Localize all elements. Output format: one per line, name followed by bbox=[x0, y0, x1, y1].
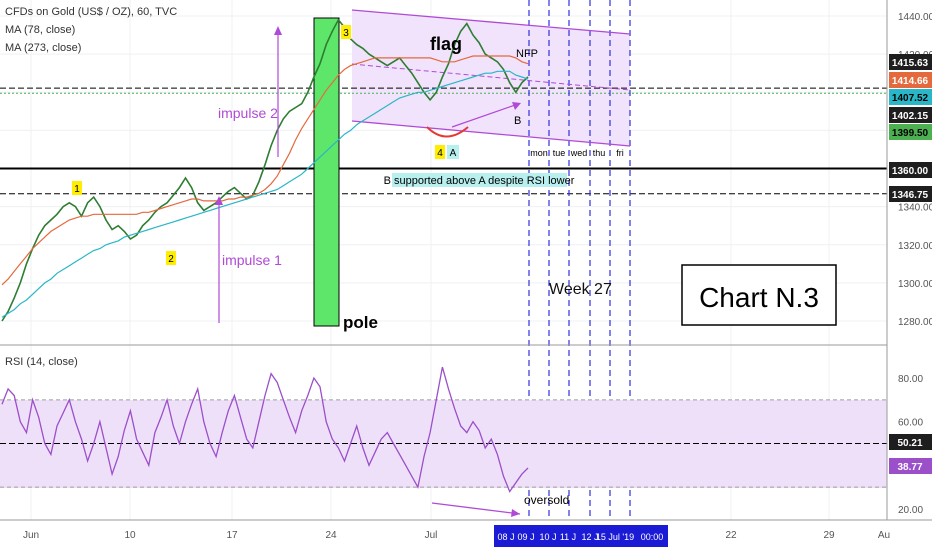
point-a-label: A bbox=[450, 148, 457, 159]
wave-badge bbox=[341, 25, 351, 39]
wave-label: 1 bbox=[74, 184, 80, 195]
price-label-box bbox=[889, 54, 932, 70]
wave-label: 4 bbox=[437, 148, 443, 159]
nfp-label: NFP bbox=[516, 48, 538, 60]
chart-name-label: Chart N.3 bbox=[699, 282, 819, 313]
day-label: wed bbox=[570, 148, 588, 158]
time-axis-label: 15 Jul '19 bbox=[596, 532, 634, 542]
y-tick-label: 1280.00 bbox=[898, 317, 932, 328]
rsi-series bbox=[1, 366, 529, 493]
a-b-arrowhead bbox=[512, 102, 521, 110]
rsi-label-text: 50.21 bbox=[897, 438, 922, 449]
impulse1-label: impulse 1 bbox=[222, 252, 282, 268]
pole-rect bbox=[313, 17, 340, 327]
a-b-arrow bbox=[451, 103, 519, 128]
rsi-y-tick-label: 20.00 bbox=[898, 505, 923, 516]
price-label-text: 1346.75 bbox=[892, 190, 929, 201]
week-label: Week 27 bbox=[549, 281, 612, 298]
price-series bbox=[1, 18, 529, 322]
rsi-legend: RSI (14, close) bbox=[5, 356, 78, 368]
day-label: mon bbox=[530, 148, 548, 158]
time-axis-label: 09 J bbox=[517, 532, 534, 542]
ma273-series bbox=[1, 70, 529, 318]
impulse1-arrowhead bbox=[215, 196, 223, 205]
ma78-legend: MA (78, close) bbox=[5, 24, 76, 36]
price-label-box bbox=[889, 186, 932, 202]
price-label-text: 1415.63 bbox=[892, 58, 929, 69]
rsi-label-box bbox=[889, 434, 932, 450]
ma273-legend: MA (273, close) bbox=[5, 42, 82, 54]
price-label-box bbox=[889, 162, 932, 178]
oversold-label: oversold bbox=[524, 493, 569, 507]
rsi-y-tick-label: 80.00 bbox=[898, 374, 923, 385]
pole-label: pole bbox=[343, 313, 378, 332]
time-axis-label: 11 J bbox=[560, 532, 576, 542]
x-tick-label: Au bbox=[878, 530, 890, 541]
flag-lower-line bbox=[351, 120, 631, 147]
time-axis-label: 12 J bbox=[581, 532, 598, 542]
time-axis-label: 08 J bbox=[497, 532, 514, 542]
x-tick-label: 29 bbox=[823, 530, 835, 541]
price-label-box bbox=[889, 89, 932, 105]
impulse2-arrowhead bbox=[274, 26, 282, 35]
flag-mid-line bbox=[351, 63, 631, 91]
x-tick-label: 24 bbox=[325, 530, 337, 541]
x-tick-label: Jun bbox=[23, 530, 39, 541]
y-tick-label: 1300.00 bbox=[898, 279, 932, 290]
day-label: fri bbox=[616, 148, 624, 158]
wave-badge bbox=[435, 145, 445, 159]
y-tick-label: 1320.00 bbox=[898, 241, 932, 252]
price-label-text: 1414.66 bbox=[892, 76, 929, 87]
time-axis-label: 10 J bbox=[539, 532, 556, 542]
impulse2-label: impulse 2 bbox=[218, 105, 278, 121]
chart-name-box bbox=[681, 264, 837, 326]
day-label: tue bbox=[553, 148, 566, 158]
x-tick-label: Jul bbox=[425, 530, 438, 541]
flag-label: flag bbox=[430, 34, 462, 54]
point-b-label: B bbox=[514, 115, 521, 127]
wave-badge bbox=[72, 181, 82, 195]
price-label-text: 1360.00 bbox=[892, 166, 929, 177]
wave-badge bbox=[166, 251, 176, 265]
rsi-label-box bbox=[889, 458, 932, 474]
instrument-label: CFDs on Gold (US$ / OZ), 60, TVC bbox=[5, 6, 178, 18]
wave-label: 3 bbox=[343, 28, 349, 39]
time-range-highlight bbox=[494, 525, 668, 547]
ma78-series bbox=[1, 55, 529, 286]
price-label-box bbox=[889, 72, 932, 88]
price-label-box bbox=[889, 124, 932, 140]
support-arc bbox=[426, 126, 469, 138]
x-tick-label: 17 bbox=[226, 530, 238, 541]
y-tick-label: 1340.00 bbox=[898, 203, 932, 214]
point-a-badge bbox=[447, 145, 459, 159]
support-note-box bbox=[392, 173, 567, 187]
wave-label: 2 bbox=[168, 254, 174, 265]
price-label-text: 1402.15 bbox=[892, 111, 929, 122]
rsi-y-tick-label: 60.00 bbox=[898, 418, 923, 429]
x-tick-label: 10 bbox=[124, 530, 136, 541]
price-label-text: 1399.50 bbox=[892, 128, 929, 139]
day-label: thu bbox=[593, 148, 606, 158]
price-label-box bbox=[889, 107, 932, 123]
support-note: B supported above A despite RSI lower bbox=[384, 175, 575, 187]
x-tick-label: 22 bbox=[725, 530, 737, 541]
price-label-text: 1407.52 bbox=[892, 93, 929, 104]
y-tick-label: 1440.00 bbox=[898, 12, 932, 23]
rsi-divergence-line bbox=[431, 502, 521, 515]
flag-upper-line bbox=[351, 9, 631, 35]
time-axis-label: 00:00 bbox=[641, 532, 664, 542]
rsi-label-text: 38.77 bbox=[897, 462, 922, 473]
flag-channel bbox=[352, 10, 630, 146]
rsi-divergence-arrowhead bbox=[511, 509, 520, 517]
